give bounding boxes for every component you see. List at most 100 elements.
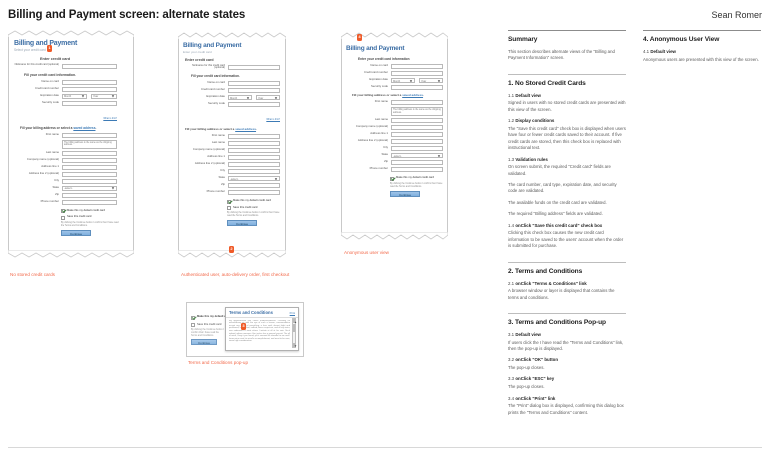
field-city[interactable]: City: [14, 178, 128, 184]
scroll-up-arrow[interactable]: ▲: [293, 319, 297, 324]
field-card-number[interactable]: Credit card number: [14, 86, 128, 92]
field-zip[interactable]: Zip: [14, 192, 128, 198]
field-last-name[interactable]: Last name: [183, 141, 281, 147]
field-nickname[interactable]: Nickname for this credit card (optional): [183, 64, 281, 71]
saved-address-link[interactable]: saved address: [73, 125, 96, 130]
state-select[interactable]: -select- ▼: [228, 176, 280, 182]
field-nickname[interactable]: Nickname for this credit card (optional): [14, 63, 128, 69]
phone-input[interactable]: [391, 167, 443, 173]
field-expiration[interactable]: Expiration date Month ▼ Year ▼: [183, 95, 281, 101]
field-security-code[interactable]: Security code What is this?: [183, 102, 281, 125]
zip-input[interactable]: [391, 160, 443, 166]
nickname-input[interactable]: [62, 63, 117, 69]
field-card-number[interactable]: Credit card number: [346, 70, 443, 76]
field-address2[interactable]: Address line 2 (optional): [183, 162, 281, 168]
zip-input[interactable]: [62, 192, 117, 198]
field-address1[interactable]: Address line 1: [346, 132, 443, 138]
checkbox-icon[interactable]: [191, 315, 195, 320]
checkbox-default-card[interactable]: Make this my default credit card: [390, 176, 443, 181]
last-name-input[interactable]: [228, 141, 280, 147]
address2-input[interactable]: [228, 162, 280, 168]
field-address1[interactable]: Address line 1: [183, 155, 281, 161]
state-select[interactable]: -select- ▼: [62, 185, 117, 191]
field-state[interactable]: State -select- ▼: [183, 176, 281, 182]
nickname-input[interactable]: [228, 64, 280, 70]
checkbox-save-card-bg[interactable]: Save this credit card: [191, 323, 299, 327]
continue-button[interactable]: Continue: [227, 220, 257, 227]
field-company[interactable]: Company name (optional): [14, 157, 128, 163]
expiration-year-select[interactable]: Year ▼: [91, 93, 117, 99]
address2-input[interactable]: [391, 139, 443, 145]
saved-address-link[interactable]: saved address: [235, 127, 257, 132]
security-code-input[interactable]: [391, 85, 443, 90]
checkbox-icon[interactable]: [227, 206, 231, 211]
first-name-input[interactable]: [62, 132, 117, 138]
field-expiration[interactable]: Expiration date Month ▼ Year ▼: [346, 77, 443, 83]
field-phone[interactable]: Phone number: [183, 190, 281, 196]
checkbox-icon[interactable]: [191, 323, 195, 327]
security-code-input[interactable]: [228, 102, 280, 108]
checkbox-default-card-bg[interactable]: Make this my default credit card: [191, 315, 299, 320]
last-name-input[interactable]: [62, 150, 117, 156]
card-number-input[interactable]: [62, 86, 117, 92]
field-expiration[interactable]: Expiration date Month ▼ Year ▼: [14, 93, 128, 99]
checkbox-default-card[interactable]: Make this my default credit card: [61, 209, 128, 214]
city-input[interactable]: [62, 178, 117, 184]
field-company[interactable]: Company name (optional): [346, 125, 443, 131]
dialog-scrollbar[interactable]: ▲ ▼: [292, 318, 297, 348]
saved-address-link[interactable]: saved address: [402, 93, 424, 97]
scroll-down-arrow[interactable]: ▼: [293, 343, 297, 348]
field-phone[interactable]: Phone number: [14, 199, 128, 205]
address1-input[interactable]: [228, 155, 280, 161]
field-address2[interactable]: Address line 2 (optional): [14, 171, 128, 177]
expiration-year-select[interactable]: Year ▼: [256, 95, 280, 101]
name-on-card-input[interactable]: [391, 64, 443, 69]
checkbox-icon[interactable]: [61, 215, 65, 220]
field-address1[interactable]: Address line 1: [14, 164, 128, 170]
company-input[interactable]: [62, 157, 117, 163]
field-name-on-card[interactable]: Name on card: [183, 81, 281, 87]
card-number-input[interactable]: [228, 88, 280, 94]
phone-input[interactable]: [228, 190, 280, 196]
field-card-number[interactable]: Credit card number: [183, 88, 281, 94]
field-company[interactable]: Company name (optional): [183, 148, 281, 154]
field-state[interactable]: State -select- ▼: [14, 185, 128, 191]
expiration-month-select[interactable]: Month ▼: [391, 78, 415, 83]
field-address2[interactable]: Address line 2 (optional): [346, 139, 443, 145]
field-first-name[interactable]: First name: [183, 134, 281, 140]
scrollbar-thumb[interactable]: [293, 324, 295, 332]
field-zip[interactable]: Zip: [183, 183, 281, 189]
company-input[interactable]: [228, 148, 280, 154]
checkbox-icon[interactable]: [390, 176, 394, 181]
field-first-name[interactable]: First name: [346, 99, 443, 105]
name-on-card-input[interactable]: [228, 81, 280, 87]
expiration-year-select[interactable]: Year ▼: [419, 78, 443, 83]
security-code-help-link[interactable]: What is this?: [103, 116, 117, 120]
field-security-code[interactable]: Security code: [346, 84, 443, 90]
field-zip[interactable]: Zip: [346, 160, 443, 166]
field-phone[interactable]: Phone number: [346, 167, 443, 173]
expiration-month-select[interactable]: Month ▼: [228, 95, 252, 101]
continue-button-bg[interactable]: Continue: [191, 339, 217, 346]
security-code-input[interactable]: [62, 100, 117, 106]
zip-input[interactable]: [228, 183, 280, 189]
field-state[interactable]: State -select- ▼: [346, 153, 443, 159]
name-on-card-input[interactable]: [62, 79, 117, 85]
address1-input[interactable]: [62, 164, 117, 170]
field-name-on-card[interactable]: Name on card: [14, 79, 128, 85]
company-input[interactable]: [391, 125, 443, 131]
field-city[interactable]: City: [183, 169, 281, 175]
checkbox-save-card[interactable]: Save this credit card: [61, 215, 128, 220]
expiration-month-select[interactable]: Month ▼: [62, 93, 87, 99]
field-name-on-card[interactable]: Name on card: [346, 63, 443, 69]
field-first-name[interactable]: First name: [14, 132, 128, 138]
print-link[interactable]: Print: [289, 312, 295, 315]
field-security-code[interactable]: Security code What is this?: [14, 100, 128, 124]
phone-input[interactable]: [62, 199, 117, 205]
card-number-input[interactable]: [391, 71, 443, 76]
first-name-input[interactable]: [391, 100, 443, 105]
first-name-input[interactable]: [228, 134, 280, 140]
checkbox-icon[interactable]: [61, 209, 65, 214]
checkbox-icon[interactable]: [227, 199, 231, 204]
city-input[interactable]: [391, 146, 443, 152]
